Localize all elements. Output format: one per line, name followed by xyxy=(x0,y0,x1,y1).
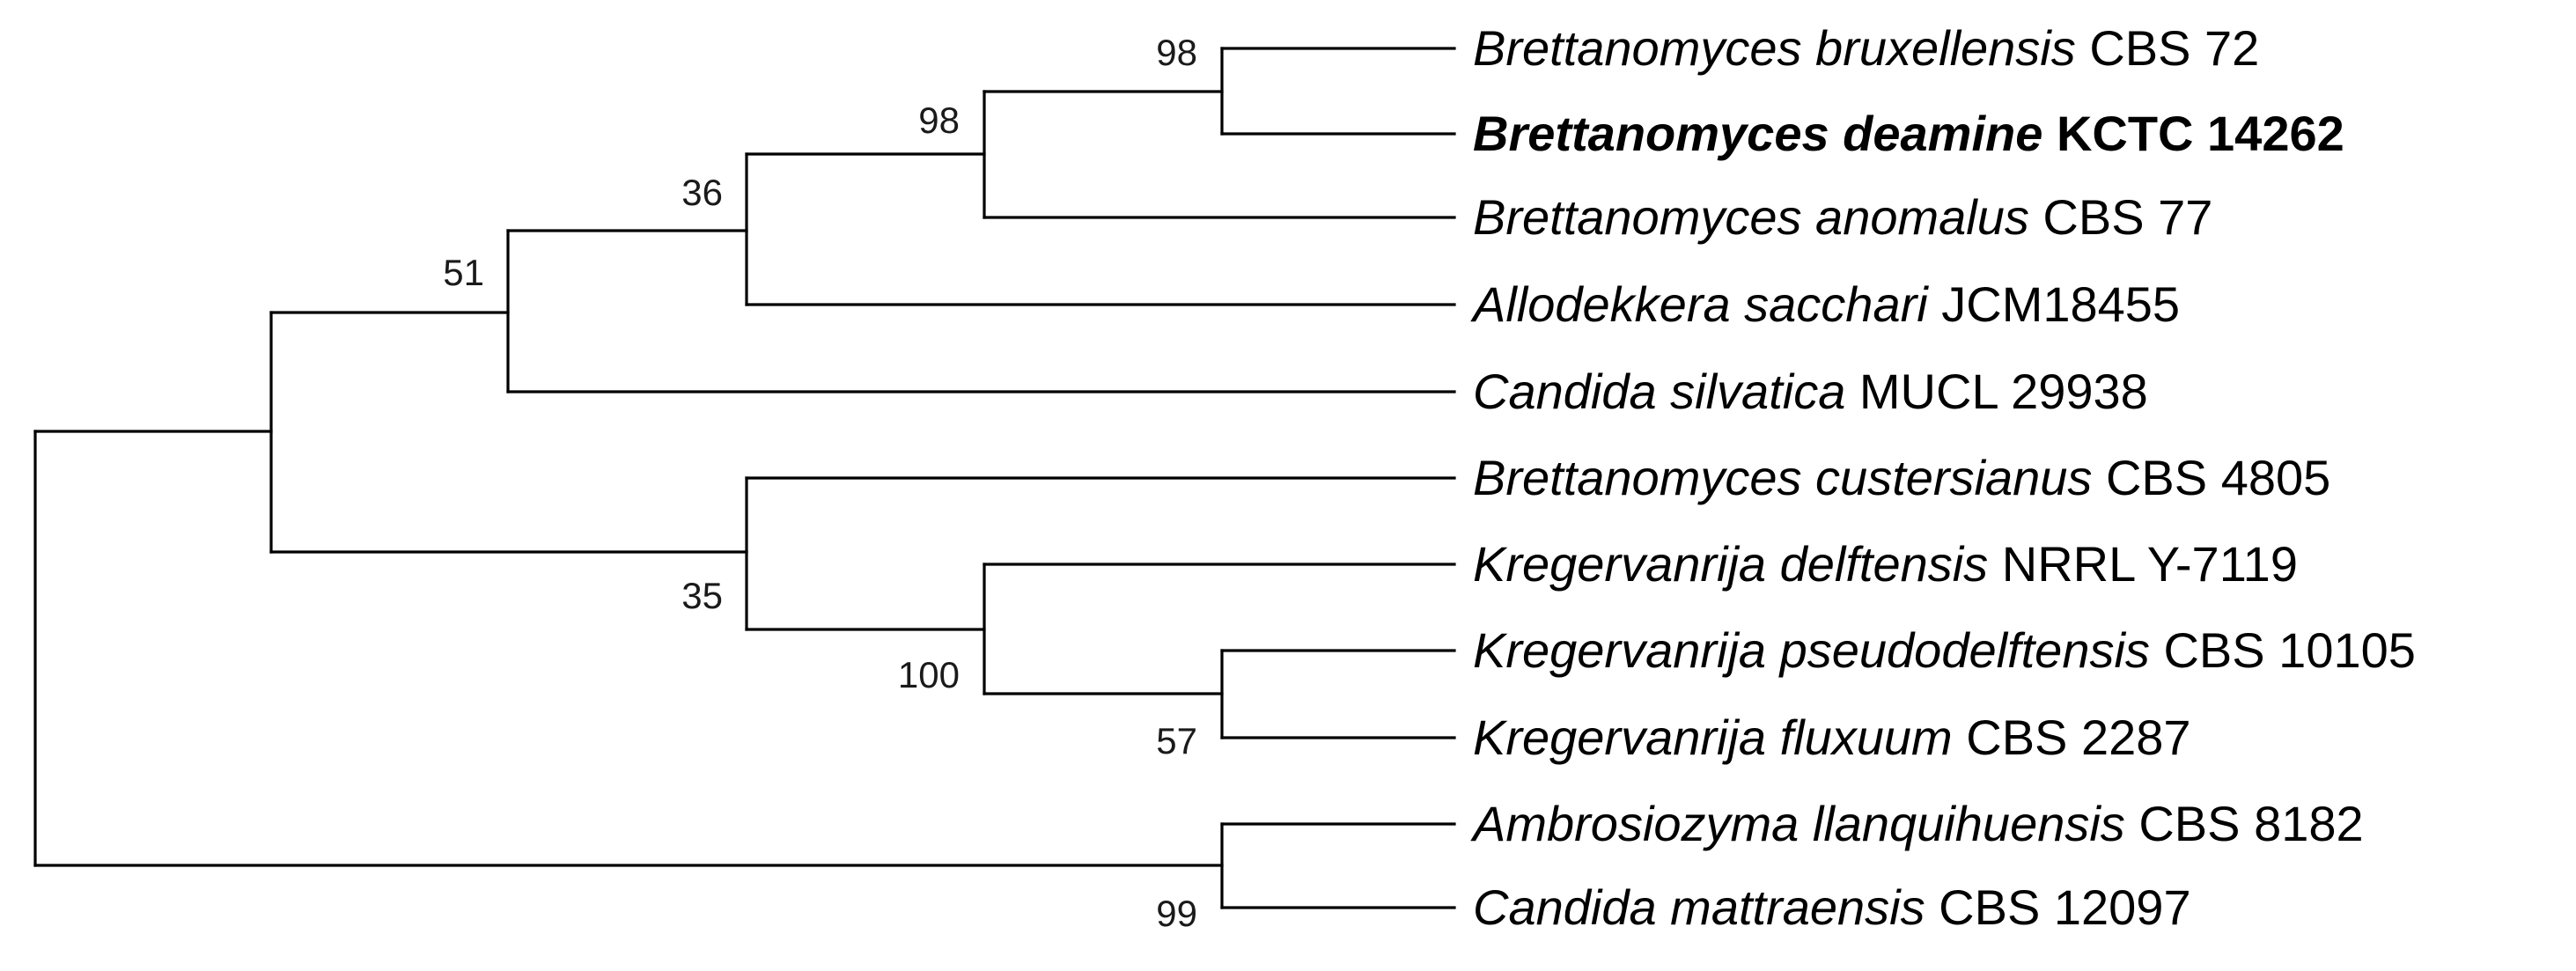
species-name: Kregervanrija fluxuum xyxy=(1473,710,1953,765)
species-name: Ambrosiozyma llanquihuensis xyxy=(1470,796,2125,851)
species-name: Candida mattraensis xyxy=(1473,879,1925,935)
taxon-label-brettanomyces-custersianus: Brettanomyces custersianus CBS 4805 xyxy=(1473,450,2330,505)
strain-id: JCM18455 xyxy=(1941,276,2180,332)
taxon-label-kregervanrija-fluxuum: Kregervanrija fluxuum CBS 2287 xyxy=(1473,710,2191,765)
taxon-label-brettanomyces-anomalus: Brettanomyces anomalus CBS 77 xyxy=(1473,189,2212,245)
strain-id xyxy=(2092,450,2106,505)
strain-id xyxy=(2076,20,2090,76)
strain-id xyxy=(1845,364,1859,419)
strain-id xyxy=(2125,796,2139,851)
strain-id: CBS 2287 xyxy=(1966,710,2190,765)
strain-id: CBS 77 xyxy=(2042,189,2212,245)
strain-id: MUCL 29938 xyxy=(1859,364,2148,419)
taxon-label-allodekkera-sacchari: Allodekkera sacchari JCM18455 xyxy=(1470,276,2180,332)
taxon-label-brettanomyces-bruxellensis: Brettanomyces bruxellensis CBS 72 xyxy=(1473,20,2259,76)
taxon-label-candida-mattraensis: Candida mattraensis CBS 12097 xyxy=(1473,879,2191,935)
strain-id: CBS 8182 xyxy=(2138,796,2363,851)
species-name: Candida silvatica xyxy=(1473,364,1845,419)
species-name: Brettanomyces bruxellensis xyxy=(1473,20,2076,76)
taxon-label-brettanomyces-deamine: Brettanomyces deamine KCTC 14262 xyxy=(1473,106,2344,161)
strain-id: CBS 12097 xyxy=(1939,879,2190,935)
strain-id: NRRL Y-7119 xyxy=(2002,536,2298,592)
strain-id xyxy=(1953,710,1967,765)
bootstrap-values: 98 98 36 51 57 100 35 99 xyxy=(443,32,1197,934)
taxon-label-kregervanrija-delftensis: Kregervanrija delftensis NRRL Y-7119 xyxy=(1473,536,2298,592)
strain-id xyxy=(1925,879,1939,935)
strain-id: CBS 72 xyxy=(2089,20,2259,76)
strain-id xyxy=(1928,276,1942,332)
strain-id xyxy=(1988,536,2002,592)
strain-id: CBS 4805 xyxy=(2106,450,2330,505)
strain-id xyxy=(2042,106,2057,161)
strain-id xyxy=(2029,189,2043,245)
taxon-label-candida-silvatica: Candida silvatica MUCL 29938 xyxy=(1473,364,2148,419)
species-name: Brettanomyces custersianus xyxy=(1473,450,2092,505)
species-name: Allodekkera sacchari xyxy=(1470,276,1929,332)
species-name: Kregervanrija pseudodelftensis xyxy=(1473,622,2150,678)
bootstrap-label: 100 xyxy=(898,654,960,695)
bootstrap-label: 57 xyxy=(1156,720,1197,761)
strain-id: KCTC 14262 xyxy=(2057,106,2344,161)
species-name: Kregervanrija delftensis xyxy=(1473,536,1988,592)
bootstrap-label: 51 xyxy=(443,252,484,293)
bootstrap-label: 99 xyxy=(1156,893,1197,934)
bootstrap-label: 36 xyxy=(681,172,723,213)
bootstrap-label: 98 xyxy=(1156,32,1197,73)
strain-id: CBS 10105 xyxy=(2163,622,2415,678)
tree-branches xyxy=(33,47,1456,909)
taxon-label-kregervanrija-pseudodelftensis: Kregervanrija pseudodelftensis CBS 10105 xyxy=(1473,622,2416,678)
bootstrap-label: 35 xyxy=(681,575,723,616)
strain-id xyxy=(2150,622,2164,678)
species-name: Brettanomyces anomalus xyxy=(1473,189,2029,245)
taxon-label-ambrosiozyma-llanquihuensis: Ambrosiozyma llanquihuensis CBS 8182 xyxy=(1470,796,2364,851)
taxon-labels: Brettanomyces bruxellensis CBS 72 Bretta… xyxy=(1470,20,2416,935)
species-name: Brettanomyces deamine xyxy=(1473,106,2042,161)
bootstrap-label: 98 xyxy=(918,99,960,141)
